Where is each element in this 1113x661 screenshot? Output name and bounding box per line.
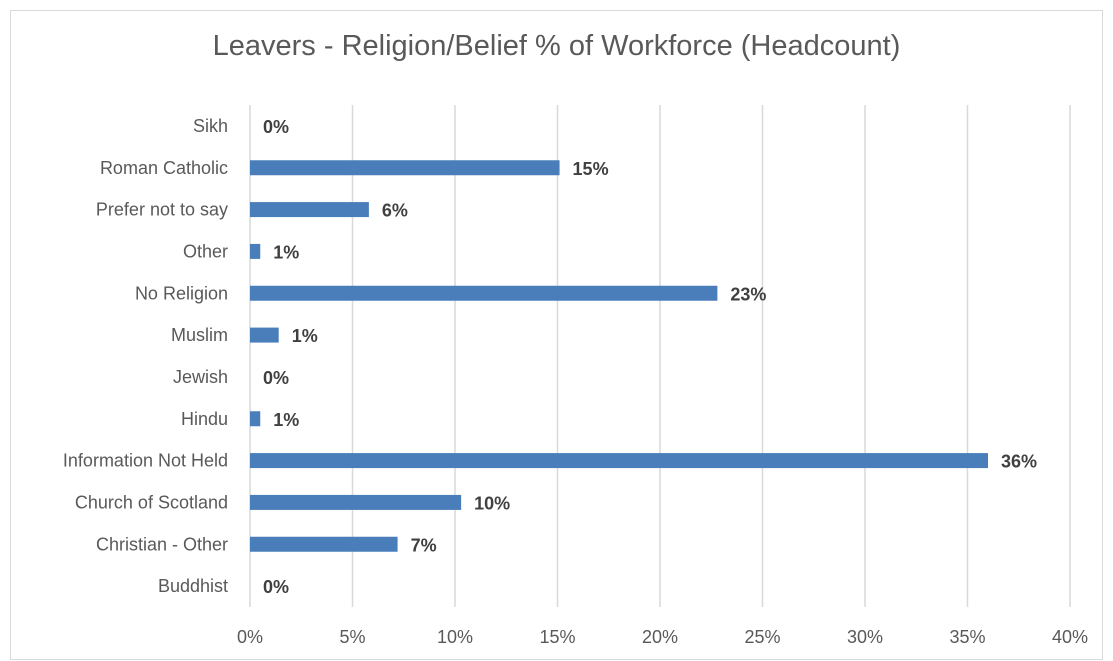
bar — [250, 327, 279, 343]
data-label: 1% — [273, 242, 299, 262]
x-tick-label: 20% — [642, 627, 678, 647]
data-label: 36% — [1001, 452, 1037, 472]
data-label: 1% — [292, 326, 318, 346]
x-tick-label: 0% — [237, 627, 263, 647]
data-label: 0% — [263, 368, 289, 388]
data-label: 10% — [474, 493, 510, 513]
x-tick-label: 5% — [339, 627, 365, 647]
category-label: Christian - Other — [96, 534, 228, 554]
bar — [250, 536, 398, 552]
category-label: Information Not Held — [63, 451, 228, 471]
x-tick-label: 40% — [1052, 627, 1088, 647]
x-tick-label: 10% — [437, 627, 473, 647]
data-label: 7% — [411, 535, 437, 555]
category-label: Sikh — [193, 116, 228, 136]
bar — [250, 494, 462, 510]
category-label: Roman Catholic — [100, 158, 228, 178]
data-label: 1% — [273, 410, 299, 430]
data-label: 23% — [730, 284, 766, 304]
data-label: 6% — [382, 201, 408, 221]
category-label: Church of Scotland — [75, 492, 228, 512]
bar — [250, 160, 560, 176]
category-label: No Religion — [135, 283, 228, 303]
data-label: 0% — [263, 577, 289, 597]
chart-title: Leavers - Religion/Belief % of Workforce… — [212, 30, 901, 62]
bar — [250, 285, 718, 301]
data-label: 0% — [263, 117, 289, 137]
data-label: 15% — [573, 159, 609, 179]
x-tick-label: 35% — [949, 627, 985, 647]
bar — [250, 453, 988, 469]
category-label: Prefer not to say — [96, 200, 228, 220]
category-label: Other — [183, 241, 228, 261]
x-tick-label: 25% — [744, 627, 780, 647]
category-label: Hindu — [181, 409, 228, 429]
category-label: Buddhist — [158, 576, 228, 596]
x-tick-label: 30% — [847, 627, 883, 647]
category-label: Jewish — [173, 367, 228, 387]
category-label: Muslim — [171, 325, 228, 345]
x-tick-label: 15% — [539, 627, 575, 647]
bar — [250, 411, 261, 427]
chart-frame — [10, 10, 1103, 660]
bar — [250, 243, 261, 259]
bar — [250, 202, 369, 218]
